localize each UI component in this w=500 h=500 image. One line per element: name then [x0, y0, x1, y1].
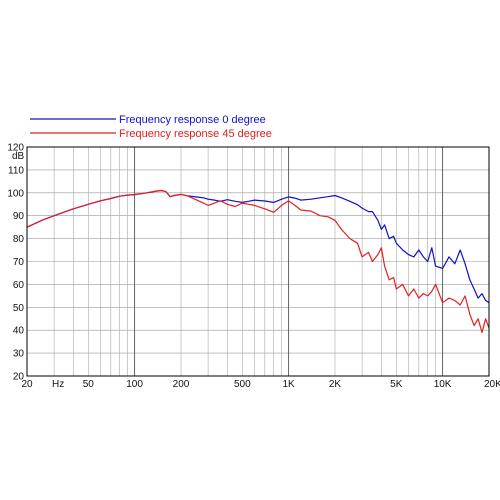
- y-tick-label: 90: [13, 211, 25, 222]
- y-tick-label: 50: [13, 303, 25, 314]
- legend-label-45-degree: Frequency response 45 degree: [119, 128, 272, 140]
- y-tick-label: 40: [13, 326, 25, 337]
- y-tick-label: 70: [13, 257, 25, 268]
- x-tick-label: 20K: [484, 379, 500, 390]
- y-tick-label: 120: [7, 143, 24, 154]
- x-tick-label: 10K: [434, 379, 452, 390]
- y-tick-label: 80: [13, 234, 25, 245]
- x-tick-label: 5K: [390, 379, 403, 390]
- legend: Frequency response 0 degree Frequency re…: [30, 114, 272, 140]
- y-tick-label: 110: [8, 165, 24, 176]
- x-tick-label: 50: [83, 379, 95, 390]
- x-tick-label: 2K: [329, 379, 342, 390]
- series-lines: [26, 189, 490, 334]
- x-tick-label: 200: [173, 379, 190, 390]
- grid: [26, 146, 490, 377]
- x-tick-label: 20: [21, 379, 33, 390]
- y-tick-label: 60: [13, 280, 25, 291]
- x-tick-label: 1K: [282, 379, 295, 390]
- y-axis-unit-label: dB: [12, 151, 25, 162]
- y-tick-label: 20: [13, 372, 25, 383]
- y-tick-labels: 20 30 40 50 60 70 80 90 100 110 120: [7, 143, 24, 383]
- legend-label-0-degree: Frequency response 0 degree: [119, 114, 266, 126]
- x-tick-labels: 20 50 100 200 500 1K 2K 5K 10K 20K: [21, 379, 500, 390]
- x-tick-label: 100: [126, 379, 143, 390]
- plot-frame: [26, 146, 490, 377]
- y-tick-label: 100: [7, 188, 24, 199]
- y-tick-label: 30: [13, 349, 25, 360]
- x-tick-label: 500: [234, 379, 251, 390]
- x-axis-unit-label: Hz: [52, 379, 64, 390]
- series-line-45-degree: [26, 189, 490, 334]
